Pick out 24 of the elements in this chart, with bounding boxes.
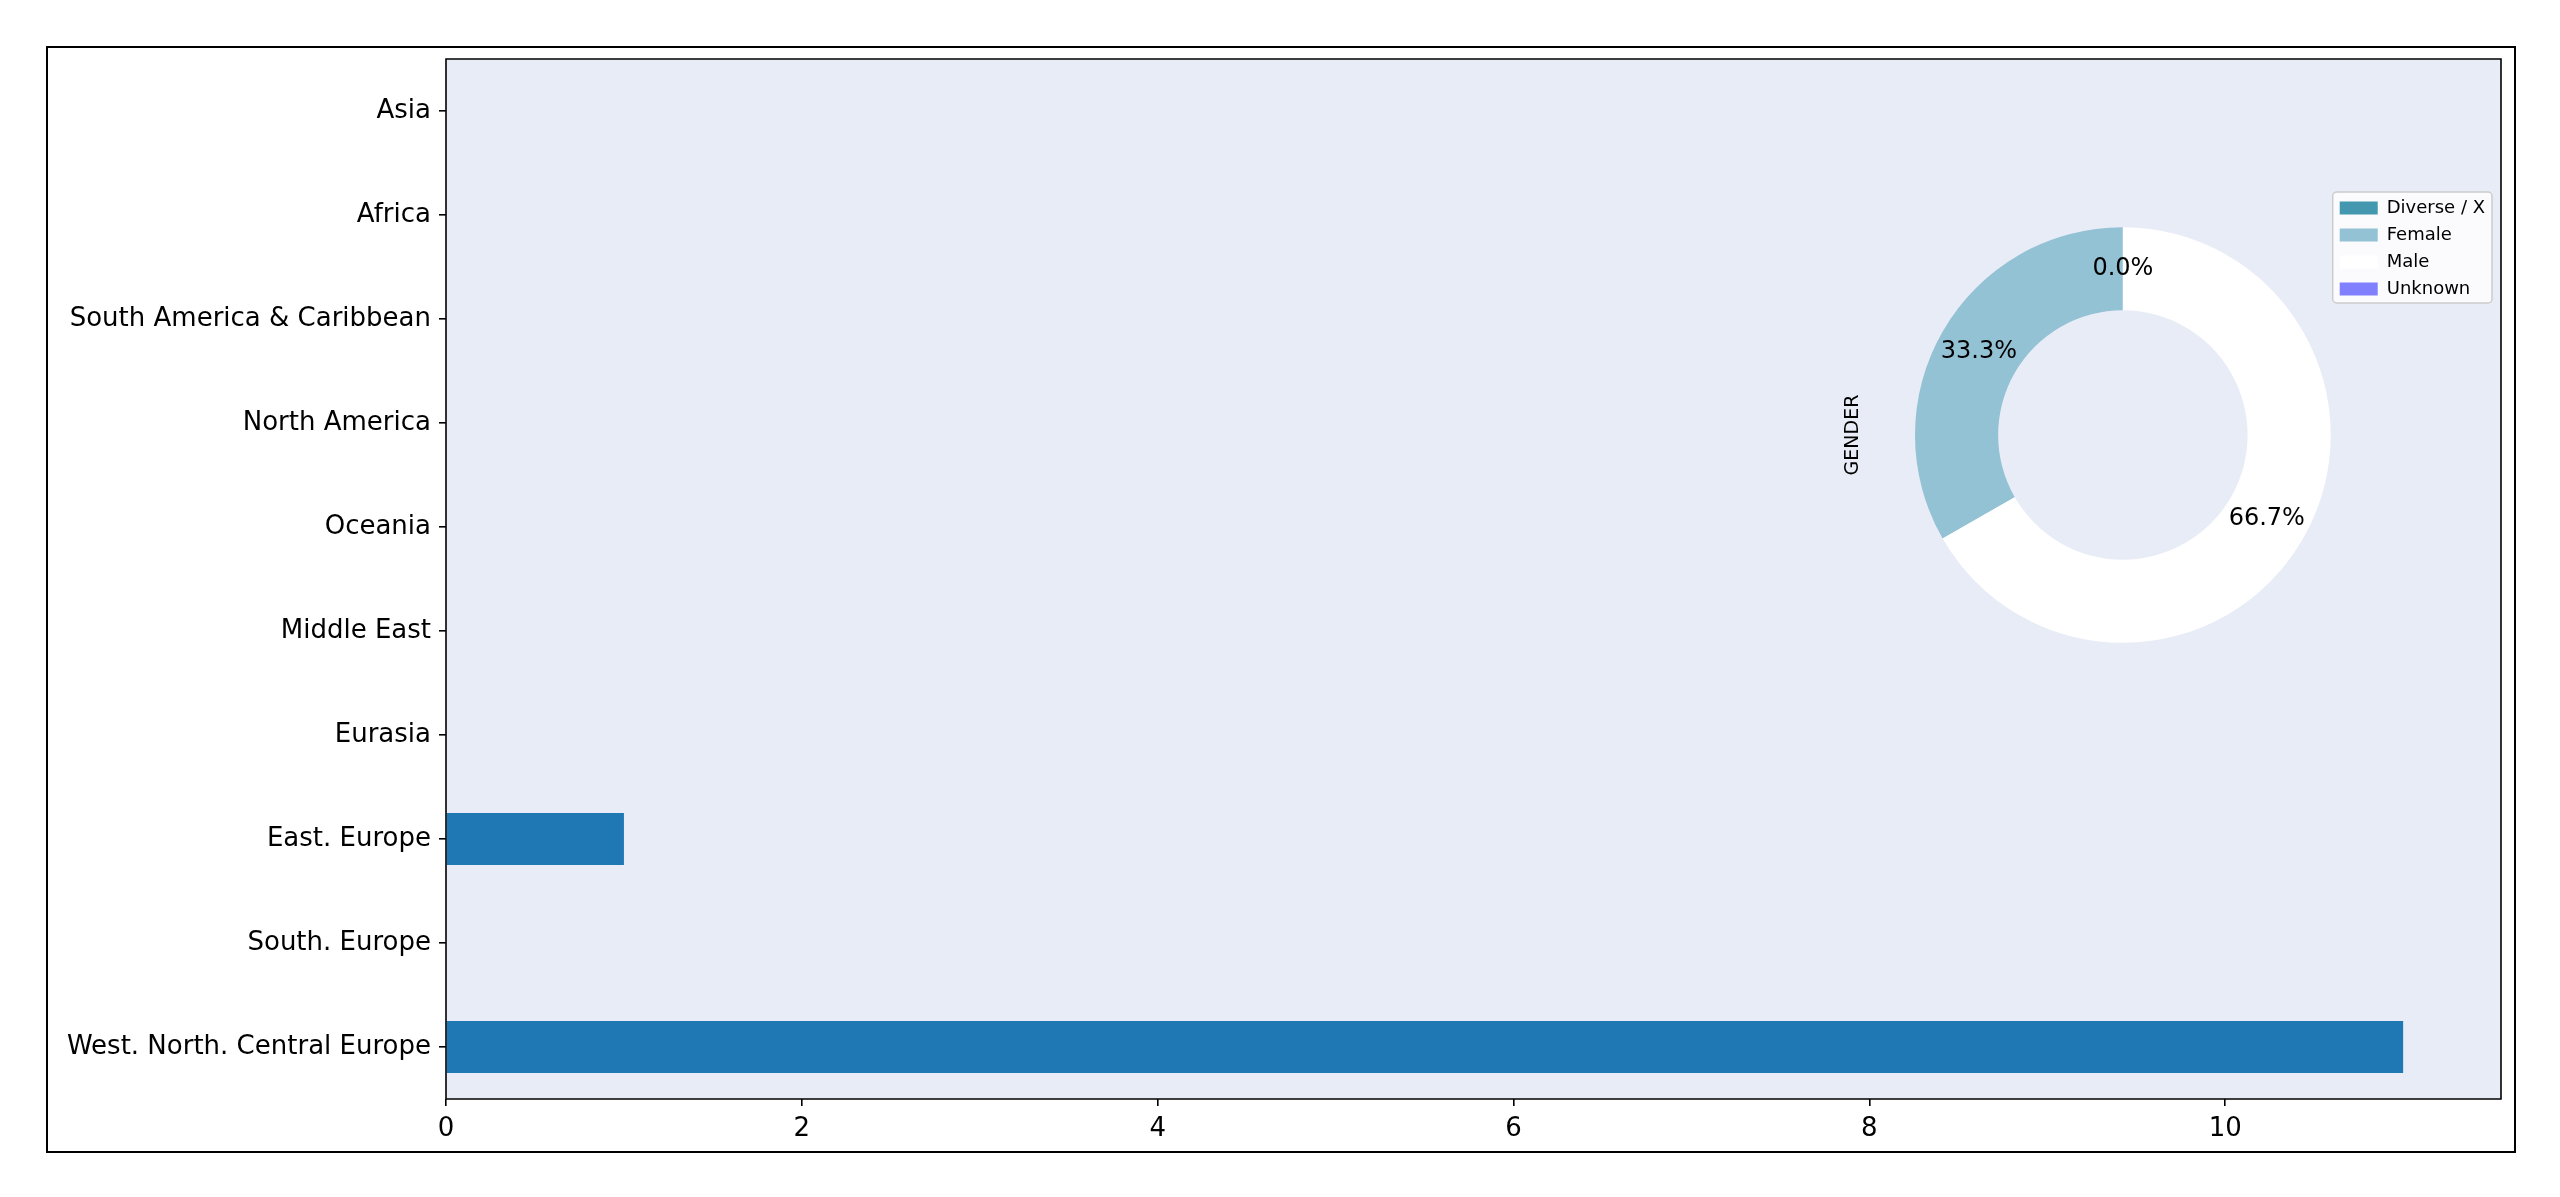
- data-label: 33.3%: [1940, 335, 2018, 364]
- x-tick-label: 4: [1149, 1112, 1166, 1143]
- y-tick-label: North America: [242, 405, 431, 436]
- y-tick-label: Middle East: [280, 613, 431, 644]
- text: 0.0%: [2092, 252, 2154, 281]
- y-tick-label: South. Europe: [247, 925, 431, 956]
- x-tick-label: 2: [793, 1112, 811, 1143]
- text: GENDER: [1839, 394, 1862, 476]
- y-tick-label: Asia: [376, 93, 431, 124]
- y-tick-label: West. North. Central Europe: [66, 1029, 431, 1060]
- slice-label: Male: [2386, 249, 2430, 271]
- x-tick-label: 0: [437, 1112, 455, 1143]
- legend-label: Diverse / X: [2386, 195, 2485, 217]
- legend-label: Female: [2386, 222, 2452, 244]
- data-label: 66.7%: [2228, 502, 2305, 531]
- x-tick-label: 8: [1861, 1112, 1878, 1143]
- y-tick-label: Africa: [356, 197, 431, 228]
- x-tick-label: 6: [1505, 1112, 1522, 1143]
- legend-label: Unknown: [2386, 276, 2471, 298]
- y-tick-label: Eurasia: [334, 717, 431, 748]
- y-tick-label: South America & Caribbean: [69, 301, 431, 332]
- x-tick-label: 10: [2208, 1112, 2242, 1143]
- y-tick-label: Oceania: [324, 509, 431, 540]
- y-tick-label: East. Europe: [266, 821, 431, 852]
